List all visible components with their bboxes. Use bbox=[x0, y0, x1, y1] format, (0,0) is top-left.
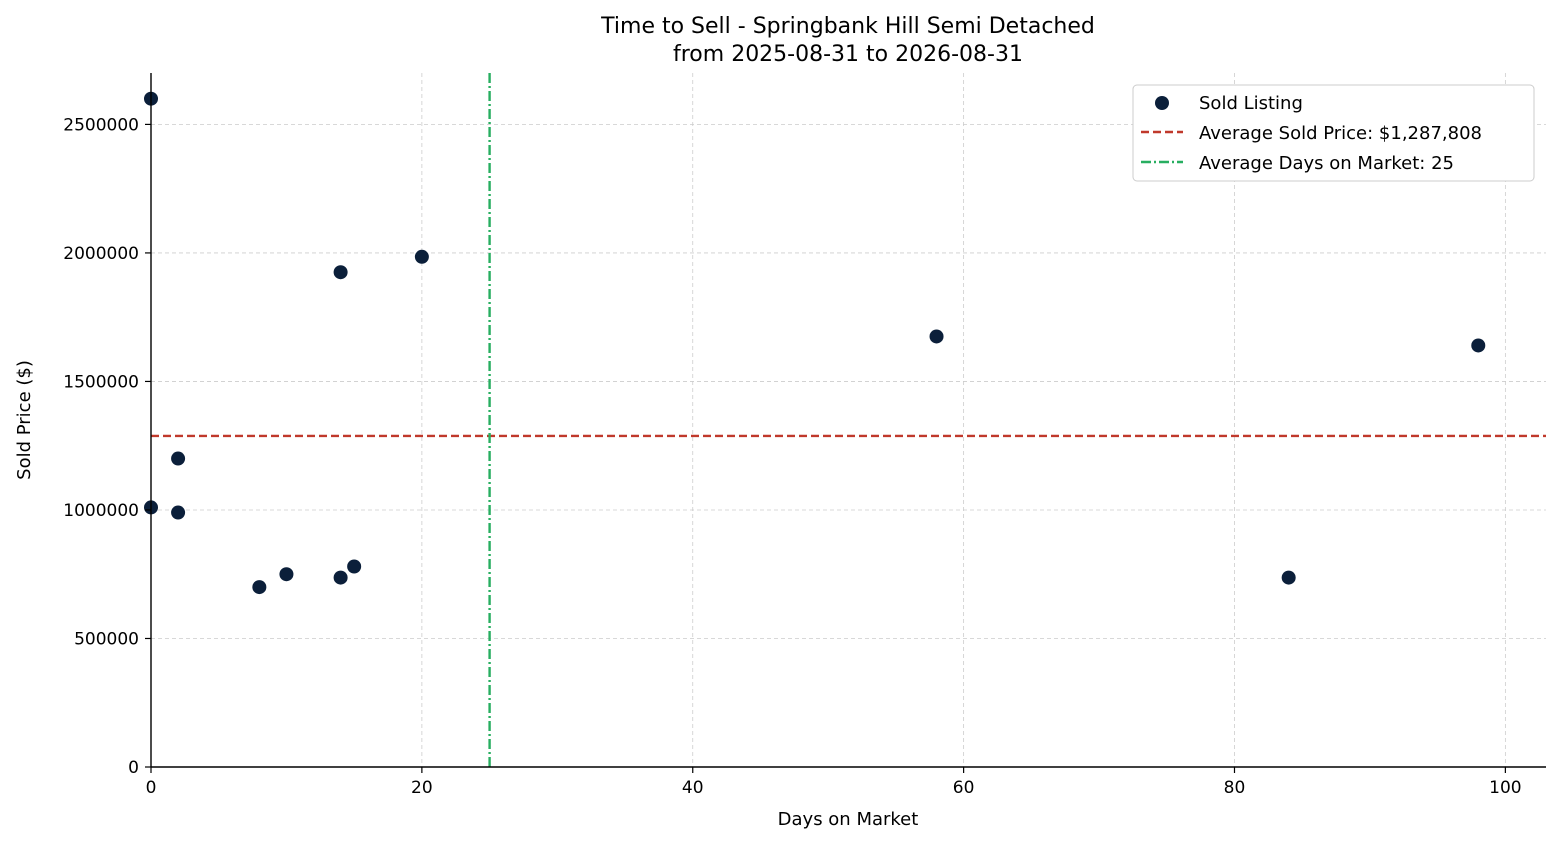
legend-marker-sold-listing bbox=[1155, 96, 1169, 110]
scatter-point bbox=[1281, 570, 1296, 585]
scatter-points bbox=[144, 91, 1486, 595]
x-tick-label: 40 bbox=[682, 778, 704, 798]
scatter-point bbox=[279, 567, 294, 582]
legend-box bbox=[1132, 84, 1535, 182]
scatter-point bbox=[171, 505, 186, 520]
chart-subtitle: from 2025-08-31 to 2026-08-31 bbox=[673, 42, 1023, 67]
y-ticks: 0 500000 1000000 1500000 2000000 2500000 bbox=[63, 115, 151, 778]
legend-label-sold-listing: Sold Listing bbox=[1199, 93, 1303, 114]
scatter-point bbox=[171, 451, 186, 466]
scatter-point bbox=[252, 580, 267, 595]
y-tick-label: 2500000 bbox=[63, 115, 139, 135]
y-axis-label: Sold Price ($) bbox=[14, 360, 35, 480]
chart-title: Time to Sell - Springbank Hill Semi Deta… bbox=[600, 14, 1095, 39]
x-tick-label: 0 bbox=[146, 778, 157, 798]
scatter-point bbox=[347, 559, 362, 574]
legend-label-avg-days: Average Days on Market: 25 bbox=[1199, 153, 1454, 174]
y-tick-label: 1500000 bbox=[63, 372, 139, 392]
x-ticks: 0 20 40 60 80 100 bbox=[146, 767, 1522, 798]
x-axis-label: Days on Market bbox=[778, 809, 919, 830]
x-tick-label: 20 bbox=[411, 778, 433, 798]
x-tick-label: 60 bbox=[953, 778, 975, 798]
y-tick-label: 2000000 bbox=[63, 244, 139, 264]
legend: Sold Listing Average Sold Price: $1,287,… bbox=[1132, 84, 1535, 182]
scatter-point bbox=[414, 249, 429, 264]
scatter-point bbox=[1471, 338, 1486, 353]
scatter-point bbox=[333, 570, 348, 585]
y-tick-label: 0 bbox=[128, 758, 139, 778]
x-tick-label: 100 bbox=[1489, 778, 1521, 798]
x-tick-label: 80 bbox=[1224, 778, 1246, 798]
scatter-point bbox=[929, 329, 944, 344]
scatter-point bbox=[333, 265, 348, 280]
y-tick-label: 500000 bbox=[74, 629, 139, 649]
legend-label-avg-price: Average Sold Price: $1,287,808 bbox=[1199, 123, 1482, 144]
reference-lines bbox=[151, 73, 1546, 767]
y-tick-label: 1000000 bbox=[63, 501, 139, 521]
